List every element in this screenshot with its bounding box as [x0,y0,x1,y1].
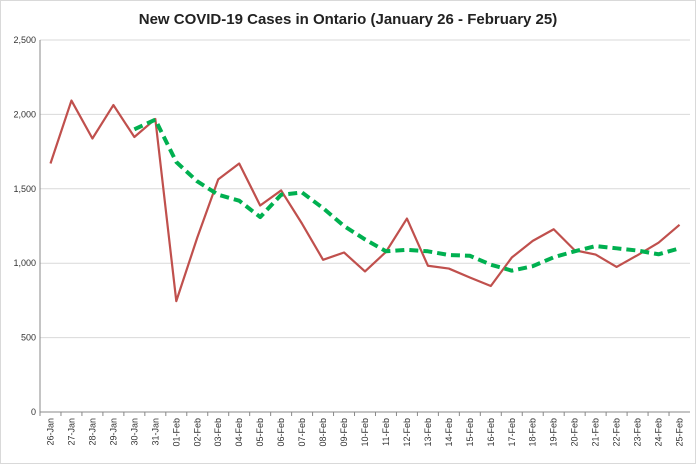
x-tick-label: 29-Jan [108,418,118,446]
x-tick-label: 14-Feb [444,418,454,447]
x-tick-label: 23-Feb [633,418,643,447]
x-tick-label: 22-Feb [612,418,622,447]
x-tick-label: 07-Feb [297,418,307,447]
x-tick-label: 04-Feb [234,418,244,447]
x-tick-label: 05-Feb [255,418,265,447]
x-tick-label: 19-Feb [549,418,559,447]
x-tick-label: 26-Jan [45,418,55,446]
x-tick-label: 25-Feb [675,418,685,447]
x-tick-label: 27-Jan [66,418,76,446]
y-tick-label: 1,500 [13,184,36,194]
x-tick-label: 28-Jan [87,418,97,446]
x-tick-label: 13-Feb [423,418,433,447]
x-tick-label: 18-Feb [528,418,538,447]
chart-title: New COVID-19 Cases in Ontario (January 2… [139,11,557,28]
x-tick-label: 17-Feb [507,418,517,447]
x-tick-label: 16-Feb [486,418,496,447]
x-tick-label: 08-Feb [318,418,328,447]
x-tick-label: 09-Feb [339,418,349,447]
x-tick-label: 24-Feb [654,418,664,447]
y-tick-label: 1,000 [13,258,36,268]
x-tick-label: 20-Feb [570,418,580,447]
y-tick-label: 0 [31,407,36,417]
y-tick-label: 500 [21,333,36,343]
y-tick-label: 2,500 [13,35,36,45]
x-tick-label: 03-Feb [213,418,223,447]
x-tick-label: 11-Feb [381,418,391,446]
x-tick-label: 21-Feb [591,418,601,447]
x-tick-label: 12-Feb [402,418,412,447]
x-tick-label: 02-Feb [192,418,202,447]
y-tick-label: 2,000 [13,109,36,119]
x-tick-label: 31-Jan [150,418,160,446]
x-tick-label: 30-Jan [129,418,139,446]
series-line [133,117,681,273]
x-tick-label: 06-Feb [276,418,286,447]
x-tick-label: 01-Feb [171,418,181,447]
x-tick-label: 10-Feb [360,418,370,447]
x-tick-label: 15-Feb [465,418,475,447]
